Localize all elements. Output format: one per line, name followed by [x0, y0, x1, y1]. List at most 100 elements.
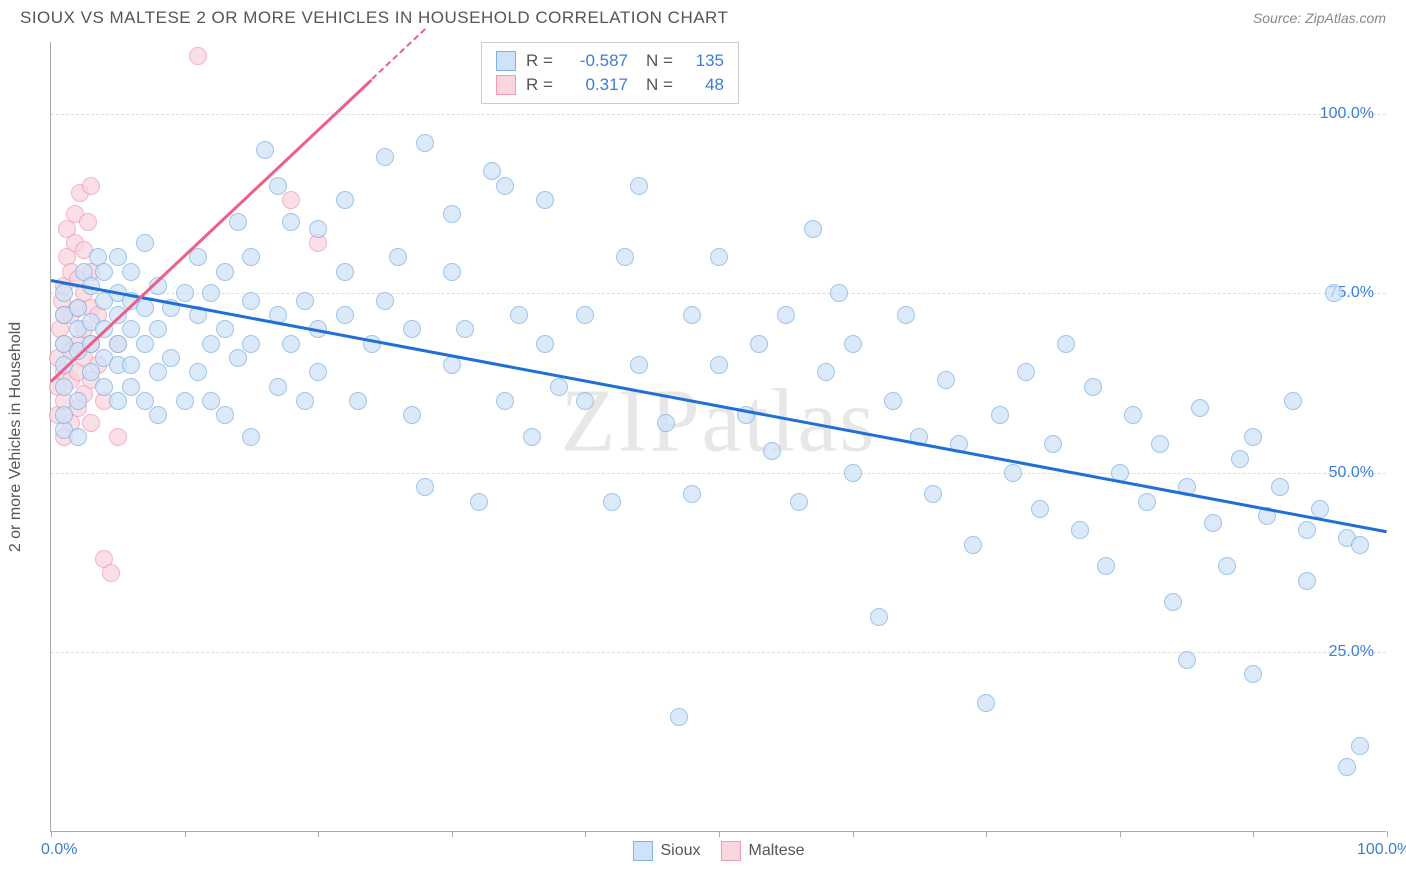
data-point: [777, 306, 795, 324]
r-label: R =: [526, 51, 554, 71]
data-point: [376, 148, 394, 166]
data-point: [176, 284, 194, 302]
data-point: [897, 306, 915, 324]
data-point: [242, 292, 260, 310]
data-point: [991, 406, 1009, 424]
data-point: [603, 493, 621, 511]
data-point: [1057, 335, 1075, 353]
data-point: [242, 248, 260, 266]
data-point: [1351, 536, 1369, 554]
x-tick: [853, 831, 854, 837]
x-tick: [452, 831, 453, 837]
data-point: [202, 392, 220, 410]
data-point: [296, 392, 314, 410]
data-point: [95, 378, 113, 396]
data-point: [456, 320, 474, 338]
data-point: [630, 356, 648, 374]
data-point: [282, 335, 300, 353]
data-point: [496, 177, 514, 195]
data-point: [149, 363, 167, 381]
data-point: [69, 299, 87, 317]
data-point: [136, 392, 154, 410]
data-point: [1151, 435, 1169, 453]
data-point: [136, 234, 154, 252]
data-point: [229, 349, 247, 367]
data-point: [1204, 514, 1222, 532]
data-point: [830, 284, 848, 302]
data-point: [510, 306, 528, 324]
data-point: [122, 378, 140, 396]
legend-swatch: [632, 841, 652, 861]
x-tick: [1253, 831, 1254, 837]
data-point: [95, 263, 113, 281]
data-point: [102, 564, 120, 582]
data-point: [55, 284, 73, 302]
data-point: [1231, 450, 1249, 468]
data-point: [136, 335, 154, 353]
x-tick: [318, 831, 319, 837]
data-point: [349, 392, 367, 410]
data-point: [657, 414, 675, 432]
data-point: [884, 392, 902, 410]
data-point: [216, 320, 234, 338]
data-point: [1191, 399, 1209, 417]
data-point: [109, 335, 127, 353]
data-point: [1124, 406, 1142, 424]
data-point: [924, 485, 942, 503]
x-tick: [1120, 831, 1121, 837]
data-point: [670, 708, 688, 726]
x-tick: [719, 831, 720, 837]
data-point: [403, 320, 421, 338]
data-point: [176, 392, 194, 410]
data-point: [1271, 478, 1289, 496]
data-point: [309, 220, 327, 238]
data-point: [79, 213, 97, 231]
gridline: [51, 473, 1386, 474]
data-point: [82, 177, 100, 195]
r-value: -0.587: [564, 51, 628, 71]
data-point: [1178, 651, 1196, 669]
plot-area: 2 or more Vehicles in Household ZIPatlas…: [50, 42, 1386, 832]
data-point: [269, 177, 287, 195]
data-point: [710, 356, 728, 374]
data-point: [523, 428, 541, 446]
data-point: [964, 536, 982, 554]
data-point: [443, 205, 461, 223]
correlation-row: R =-0.587N =135: [496, 49, 724, 73]
data-point: [1338, 758, 1356, 776]
data-point: [149, 320, 167, 338]
data-point: [1097, 557, 1115, 575]
data-point: [109, 392, 127, 410]
x-tick: [585, 831, 586, 837]
legend-swatch: [496, 51, 516, 71]
data-point: [750, 335, 768, 353]
data-point: [710, 248, 728, 266]
data-point: [1311, 500, 1329, 518]
data-point: [1284, 392, 1302, 410]
data-point: [55, 406, 73, 424]
data-point: [336, 263, 354, 281]
legend-item: Maltese: [721, 841, 805, 861]
data-point: [282, 191, 300, 209]
chart-header: SIOUX VS MALTESE 2 OR MORE VEHICLES IN H…: [0, 0, 1406, 32]
data-point: [216, 263, 234, 281]
data-point: [82, 414, 100, 432]
data-point: [1084, 378, 1102, 396]
legend-swatch: [721, 841, 741, 861]
data-point: [1044, 435, 1062, 453]
y-tick-label: 25.0%: [1329, 643, 1374, 661]
x-tick-label: 100.0%: [1357, 841, 1406, 859]
data-point: [1004, 464, 1022, 482]
data-point: [1244, 665, 1262, 683]
data-point: [229, 213, 247, 231]
data-point: [1017, 363, 1035, 381]
data-point: [1244, 428, 1262, 446]
r-label: R =: [526, 75, 554, 95]
data-point: [242, 428, 260, 446]
data-point: [536, 191, 554, 209]
n-value: 48: [684, 75, 724, 95]
data-point: [630, 177, 648, 195]
data-point: [1298, 521, 1316, 539]
x-tick: [185, 831, 186, 837]
x-tick: [51, 831, 52, 837]
